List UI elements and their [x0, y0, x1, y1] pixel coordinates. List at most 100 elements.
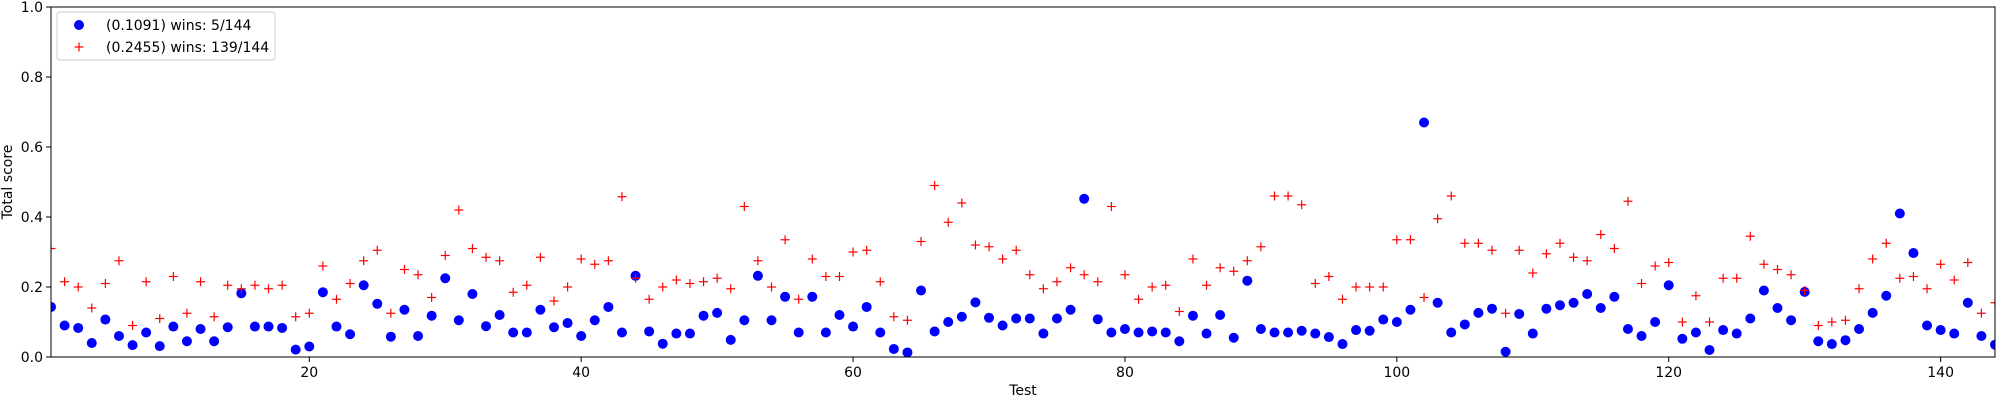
x-tick-label: 40 — [572, 365, 590, 381]
data-point-plus — [522, 280, 532, 290]
x-tick-label: 100 — [1383, 365, 1410, 381]
data-point-plus — [1093, 277, 1103, 287]
x-axis-ticks: 20 40 60 80 100 120 140 — [300, 357, 1954, 381]
data-point-plus — [372, 245, 382, 255]
data-point-circle — [752, 270, 763, 281]
data-point-circle — [739, 315, 750, 326]
data-point-plus — [1745, 231, 1755, 241]
data-point-plus — [1011, 245, 1021, 255]
data-point-circle — [1976, 331, 1987, 341]
data-point-circle — [1935, 325, 1946, 336]
data-point-circle — [562, 318, 573, 329]
data-point-plus — [998, 254, 1008, 264]
data-point-circle — [521, 327, 532, 338]
data-point-plus — [671, 275, 681, 285]
data-point-circle — [970, 297, 981, 308]
data-point-circle — [1514, 308, 1525, 319]
data-point-plus — [1555, 238, 1565, 248]
data-point-circle — [712, 307, 723, 318]
y-tick-label: 0.8 — [21, 70, 43, 86]
data-point-plus — [196, 277, 206, 287]
data-point-plus — [236, 284, 246, 294]
data-point-circle — [1459, 319, 1470, 330]
x-axis-label: Test — [1008, 383, 1037, 399]
data-point-plus — [1664, 258, 1674, 267]
data-point-circle — [861, 301, 872, 312]
data-point-circle — [684, 328, 695, 339]
data-point-plus — [780, 235, 790, 245]
data-point-plus — [794, 294, 804, 304]
data-point-circle — [1622, 324, 1633, 334]
data-point-circle — [1092, 314, 1103, 325]
data-point-circle — [1201, 328, 1212, 339]
data-point-circle — [671, 328, 682, 339]
data-point-circle — [793, 327, 804, 338]
data-point-plus — [454, 205, 464, 215]
data-point-plus — [1079, 270, 1089, 280]
data-point-circle — [1663, 280, 1674, 291]
data-point-plus — [1541, 249, 1551, 259]
data-point-plus — [1827, 317, 1837, 327]
data-point-plus — [1188, 254, 1198, 264]
data-point-circle — [508, 327, 519, 338]
data-point-circle — [888, 343, 899, 354]
legend-marker-circle — [74, 20, 84, 30]
data-point-circle — [657, 338, 668, 349]
x-tick-label: 80 — [1116, 365, 1134, 381]
data-point-plus — [1813, 321, 1823, 330]
data-point-plus — [1365, 282, 1375, 292]
data-point-plus — [1908, 272, 1918, 281]
data-point-plus — [862, 245, 872, 255]
data-point-plus — [617, 192, 627, 202]
data-point-circle — [127, 340, 138, 351]
data-point-plus — [1786, 270, 1796, 280]
legend: (0.1091) wins: 5/144 (0.2455) wins: 139/… — [56, 11, 276, 61]
data-point-circle — [1636, 331, 1647, 341]
data-point-circle — [222, 322, 233, 333]
data-point-circle — [1677, 333, 1688, 344]
data-point-circle — [249, 321, 260, 332]
data-point-circle — [1147, 326, 1158, 337]
data-point-plus — [1419, 293, 1429, 302]
data-point-circle — [807, 291, 818, 302]
data-point-plus — [848, 247, 858, 257]
data-point-circle — [1378, 314, 1389, 325]
data-point-circle — [1867, 307, 1878, 318]
data-point-plus — [1120, 270, 1130, 280]
data-point-plus — [427, 293, 437, 302]
data-point-circle — [1650, 317, 1661, 327]
data-point-circle — [1772, 303, 1783, 313]
data-point-plus — [250, 280, 260, 290]
data-point-plus — [970, 240, 980, 250]
data-point-plus — [739, 202, 749, 211]
data-point-plus — [1242, 256, 1252, 266]
data-point-circle — [1487, 303, 1498, 314]
data-point-plus — [631, 273, 641, 283]
data-point-plus — [1677, 317, 1687, 327]
data-point-plus — [331, 294, 341, 304]
data-point-plus — [1378, 282, 1388, 292]
data-point-circle — [1908, 248, 1919, 259]
data-point-plus — [984, 242, 994, 252]
data-point-circle — [698, 310, 709, 321]
data-point-plus — [87, 303, 97, 313]
data-point-circle — [209, 336, 220, 347]
y-tick-label: 0.0 — [21, 350, 43, 366]
data-point-plus — [264, 284, 274, 294]
data-point-plus — [386, 308, 396, 318]
x-tick-label: 20 — [300, 365, 318, 381]
data-point-plus — [114, 256, 124, 266]
data-point-plus — [1215, 263, 1225, 273]
data-point-plus — [549, 296, 559, 306]
data-point-circle — [1337, 339, 1348, 350]
data-point-plus — [1405, 235, 1415, 245]
data-point-plus — [399, 265, 409, 274]
data-point-circle — [780, 291, 791, 302]
data-point-circle — [1894, 208, 1905, 219]
data-point-plus — [644, 294, 654, 304]
data-point-circle — [263, 321, 274, 332]
data-point-circle — [413, 331, 424, 341]
data-point-circle — [1731, 328, 1742, 339]
data-point-circle — [1283, 327, 1294, 338]
data-point-plus — [1324, 272, 1334, 281]
